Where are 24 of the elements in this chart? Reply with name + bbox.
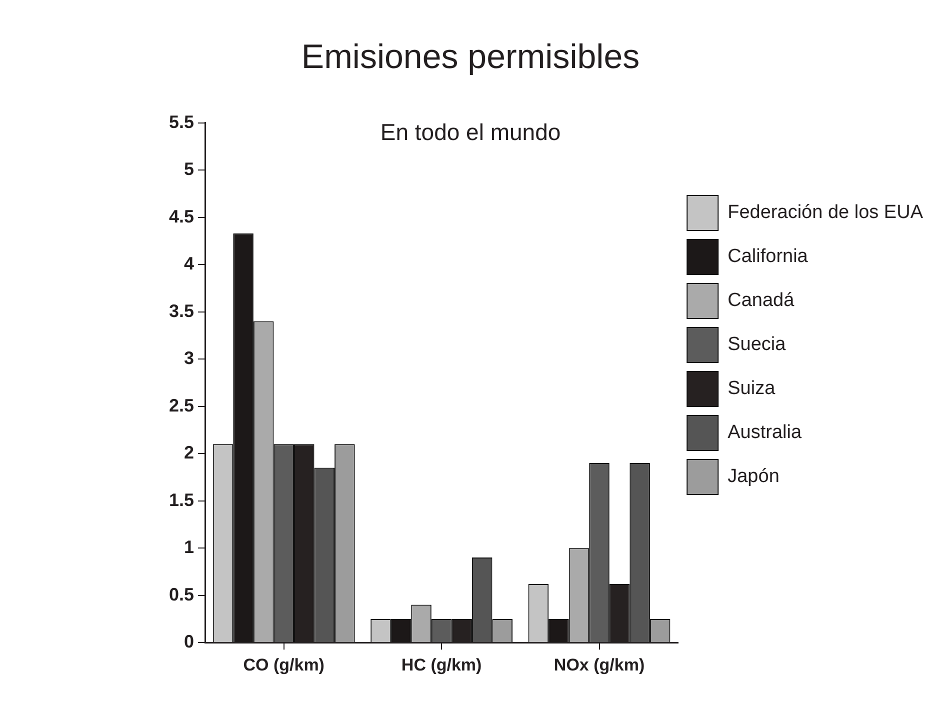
legend-label: Suecia [728,334,786,356]
legend-label: Australia [728,422,802,444]
legend-label: California [728,246,808,268]
y-tick-label: 3 [184,348,194,368]
chart-title: Emisiones permisibles [301,38,640,76]
y-tick-label: 2 [184,442,194,463]
y-tick-label: 4 [184,254,194,274]
legend-label: Suiza [728,378,776,400]
y-tick-label: 5 [184,159,194,180]
y-tick-label: 1.5 [168,490,194,510]
y-tick-label: 0 [184,632,194,652]
y-tick-label: 0.5 [168,584,194,604]
y-tick-label: 1 [184,537,194,558]
x-tick-label: NOx (g/km) [554,655,645,674]
legend-label: Canadá [728,290,795,312]
y-tick-label: 3.5 [168,300,194,321]
x-tick-label: CO (g/km) [243,655,324,674]
legend-label: Federación de los EUA [728,202,924,224]
x-tick-label: HC (g/km) [401,655,482,674]
chart-subtitle: En todo el mundo [380,119,561,146]
y-tick-label: 5.5 [168,112,194,132]
legend-label: Japón [728,466,780,488]
y-tick-label: 2.5 [168,395,194,416]
y-tick-label: 4.5 [168,206,194,226]
